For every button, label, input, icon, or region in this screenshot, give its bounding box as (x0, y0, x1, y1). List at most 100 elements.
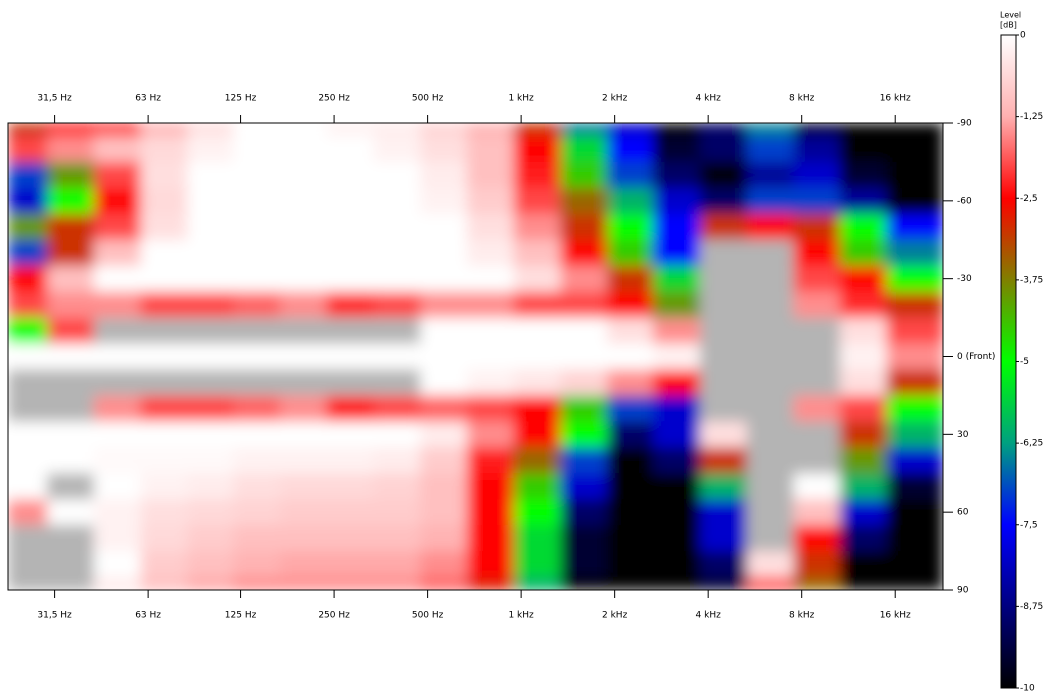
heatmap-area (8, 123, 943, 590)
heatmap-cell (187, 551, 234, 578)
heatmap-cell (187, 447, 234, 474)
heatmap-cell (140, 317, 188, 345)
heatmap-cell (8, 499, 48, 526)
heatmap-cell (700, 343, 748, 370)
heatmap-cell (93, 343, 142, 370)
heatmap-cell (793, 123, 841, 137)
x-tick-label: 500 Hz (412, 611, 444, 621)
heatmap-cell (466, 213, 515, 241)
colorbar-tick-label: 0 (1020, 31, 1026, 41)
x-tick-label: 125 Hz (225, 611, 257, 621)
heatmap-cell (326, 421, 374, 448)
heatmap-cell (466, 499, 515, 526)
heatmap-cell (279, 447, 328, 474)
heatmap-cell (466, 525, 515, 552)
heatmap-cell (746, 525, 795, 552)
heatmap-cell (420, 265, 468, 293)
heatmap-cell (466, 421, 515, 448)
heatmap-cell (607, 123, 654, 137)
heatmap-cell (326, 239, 374, 267)
heatmap-cell (652, 265, 701, 293)
heatmap-cell (560, 421, 608, 448)
heatmap-cell (420, 551, 468, 578)
heatmap-cell (8, 525, 48, 552)
heatmap-cell (607, 317, 654, 345)
heatmap-cell (886, 265, 943, 293)
heatmap-cell (466, 473, 515, 500)
heatmap-cell (420, 291, 468, 319)
x-tick-label: 125 Hz (225, 94, 257, 104)
heatmap-cell (420, 447, 468, 474)
heatmap-cell (886, 343, 943, 370)
heatmap-cell (607, 395, 654, 422)
heatmap-cell (839, 239, 888, 267)
heatmap-cell (93, 525, 142, 552)
heatmap-cell (839, 135, 888, 163)
heatmap-cell (47, 343, 95, 370)
heatmap-cell (8, 473, 48, 500)
heatmap-cell (607, 369, 654, 396)
heatmap-cell (793, 421, 841, 448)
heatmap-cell (466, 369, 515, 396)
heatmap-cell (326, 577, 374, 590)
heatmap-cell (513, 499, 561, 526)
heatmap-cell (187, 421, 234, 448)
heatmap-cell (373, 317, 421, 345)
heatmap-cell (187, 213, 234, 241)
heatmap-cell (560, 161, 608, 189)
heatmap-cell (326, 187, 374, 215)
heatmap-cell (700, 317, 748, 345)
heatmap-cell (466, 551, 515, 578)
heatmap-cell (279, 123, 328, 137)
heatmap-cell (279, 551, 328, 578)
heatmap-cell (187, 525, 234, 552)
heatmap-cell (8, 551, 48, 578)
heatmap-cell (746, 343, 795, 370)
heatmap-cell (700, 213, 748, 241)
heatmap-cell (839, 421, 888, 448)
heatmap-cell (839, 577, 888, 590)
colorbar-tick-label: -5 (1020, 357, 1029, 367)
heatmap-cell (793, 265, 841, 293)
heatmap-cell (420, 187, 468, 215)
heatmap-cell (652, 291, 701, 319)
heatmap-cell (513, 343, 561, 370)
heatmap-cell (652, 551, 701, 578)
heatmap-cell (187, 161, 234, 189)
heatmap-cell (652, 369, 701, 396)
heatmap-cell (652, 135, 701, 163)
heatmap-cell (373, 291, 421, 319)
heatmap-cell (140, 265, 188, 293)
heatmap-cell (8, 239, 48, 267)
heatmap-cell (187, 187, 234, 215)
heatmap-cell (279, 421, 328, 448)
heatmap-cell (700, 473, 748, 500)
heatmap-cell (326, 123, 374, 137)
heatmap-cell (746, 187, 795, 215)
heatmap-cell (466, 123, 515, 137)
x-tick-label: 16 kHz (880, 94, 911, 104)
heatmap-cell (279, 239, 328, 267)
colorbar-tick-label: -2,5 (1020, 194, 1038, 204)
heatmap-cell (187, 239, 234, 267)
heatmap-cell (560, 473, 608, 500)
heatmap-cell (560, 343, 608, 370)
heatmap-cell (233, 123, 281, 137)
colorbar-tick-label: -7,5 (1020, 520, 1038, 530)
heatmap-cell (513, 317, 561, 345)
heatmap-cells (8, 123, 943, 590)
colorbar-tick-label: -10 (1020, 684, 1035, 694)
heatmap-cell (466, 265, 515, 293)
heatmap-cell (233, 135, 281, 163)
heatmap-cell (373, 265, 421, 293)
heatmap-cell (560, 123, 608, 137)
x-tick-label: 8 kHz (789, 611, 815, 621)
x-tick-label: 31,5 Hz (37, 94, 72, 104)
heatmap-cell (466, 447, 515, 474)
heatmap-cell (560, 395, 608, 422)
heatmap-cell (886, 135, 943, 163)
heatmap-cell (373, 369, 421, 396)
heatmap-cell (513, 265, 561, 293)
heatmap-cell (607, 577, 654, 590)
heatmap-cell (700, 577, 748, 590)
